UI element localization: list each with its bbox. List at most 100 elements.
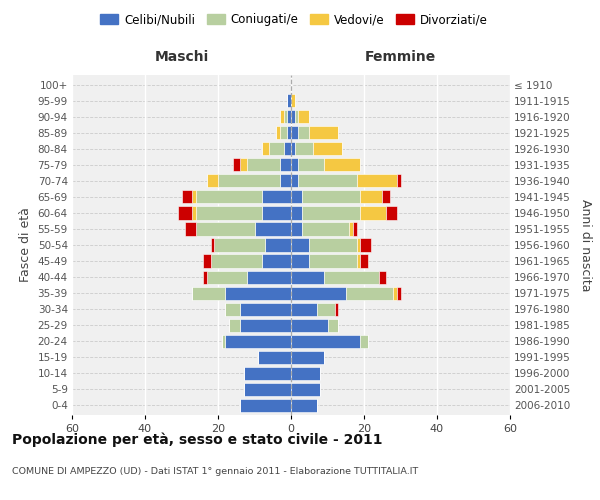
Bar bbox=[295, 142, 313, 156]
Bar bbox=[240, 158, 247, 172]
Bar bbox=[269, 142, 284, 156]
Bar bbox=[328, 318, 338, 332]
Bar bbox=[302, 222, 349, 235]
Bar bbox=[291, 190, 302, 203]
Bar bbox=[211, 238, 214, 252]
Bar bbox=[291, 222, 302, 235]
Bar bbox=[207, 270, 247, 283]
Bar bbox=[196, 206, 262, 220]
Bar bbox=[185, 222, 196, 235]
Bar bbox=[291, 94, 295, 107]
Bar bbox=[262, 254, 291, 268]
Bar bbox=[207, 174, 218, 188]
Bar bbox=[298, 174, 357, 188]
Bar bbox=[254, 222, 291, 235]
Bar bbox=[356, 174, 397, 188]
Bar bbox=[218, 174, 280, 188]
Text: Femmine: Femmine bbox=[365, 50, 436, 64]
Bar bbox=[226, 334, 291, 348]
Bar bbox=[298, 110, 309, 124]
Bar bbox=[379, 270, 386, 283]
Bar bbox=[291, 158, 298, 172]
Bar bbox=[353, 222, 356, 235]
Bar bbox=[291, 383, 320, 396]
Bar bbox=[258, 350, 291, 364]
Bar bbox=[226, 286, 291, 300]
Bar bbox=[233, 158, 240, 172]
Bar bbox=[295, 110, 298, 124]
Bar bbox=[196, 190, 262, 203]
Bar bbox=[317, 302, 335, 316]
Bar bbox=[386, 206, 397, 220]
Bar bbox=[302, 190, 361, 203]
Bar bbox=[393, 286, 397, 300]
Bar bbox=[291, 238, 309, 252]
Bar bbox=[291, 206, 302, 220]
Bar bbox=[196, 222, 254, 235]
Bar bbox=[178, 206, 193, 220]
Bar bbox=[280, 110, 284, 124]
Bar bbox=[193, 286, 226, 300]
Bar bbox=[284, 110, 287, 124]
Bar bbox=[291, 270, 324, 283]
Bar bbox=[313, 142, 342, 156]
Bar bbox=[247, 270, 291, 283]
Bar bbox=[229, 318, 240, 332]
Bar bbox=[193, 206, 196, 220]
Bar bbox=[309, 126, 338, 140]
Bar bbox=[291, 110, 295, 124]
Bar bbox=[291, 366, 320, 380]
Bar bbox=[291, 142, 295, 156]
Bar bbox=[287, 110, 291, 124]
Bar bbox=[291, 174, 298, 188]
Bar bbox=[262, 206, 291, 220]
Bar bbox=[361, 238, 371, 252]
Bar bbox=[298, 158, 324, 172]
Bar bbox=[265, 238, 291, 252]
Bar bbox=[356, 238, 361, 252]
Bar bbox=[291, 399, 317, 412]
Bar bbox=[361, 254, 368, 268]
Bar bbox=[346, 286, 393, 300]
Bar bbox=[309, 238, 356, 252]
Bar bbox=[361, 206, 386, 220]
Bar bbox=[291, 334, 361, 348]
Bar bbox=[397, 174, 401, 188]
Bar bbox=[349, 222, 353, 235]
Bar bbox=[280, 174, 291, 188]
Y-axis label: Anni di nascita: Anni di nascita bbox=[579, 198, 592, 291]
Text: Popolazione per età, sesso e stato civile - 2011: Popolazione per età, sesso e stato civil… bbox=[12, 432, 383, 447]
Bar bbox=[291, 302, 317, 316]
Y-axis label: Fasce di età: Fasce di età bbox=[19, 208, 32, 282]
Bar bbox=[397, 286, 401, 300]
Bar bbox=[291, 254, 309, 268]
Bar bbox=[291, 350, 324, 364]
Bar bbox=[324, 270, 379, 283]
Bar bbox=[262, 190, 291, 203]
Bar bbox=[291, 126, 298, 140]
Bar bbox=[247, 158, 280, 172]
Bar bbox=[221, 334, 226, 348]
Bar bbox=[182, 190, 193, 203]
Bar bbox=[361, 334, 368, 348]
Bar bbox=[240, 318, 291, 332]
Bar bbox=[226, 302, 240, 316]
Bar bbox=[291, 318, 328, 332]
Bar bbox=[309, 254, 356, 268]
Bar bbox=[203, 270, 207, 283]
Bar bbox=[277, 126, 280, 140]
Bar bbox=[262, 142, 269, 156]
Bar bbox=[361, 190, 382, 203]
Bar bbox=[240, 302, 291, 316]
Bar bbox=[211, 254, 262, 268]
Bar bbox=[240, 399, 291, 412]
Bar bbox=[291, 286, 346, 300]
Bar bbox=[382, 190, 389, 203]
Bar bbox=[203, 254, 211, 268]
Bar bbox=[287, 126, 291, 140]
Bar bbox=[302, 206, 361, 220]
Bar bbox=[356, 254, 361, 268]
Bar bbox=[324, 158, 361, 172]
Bar bbox=[244, 366, 291, 380]
Legend: Celibi/Nubili, Coniugati/e, Vedovi/e, Divorziati/e: Celibi/Nubili, Coniugati/e, Vedovi/e, Di… bbox=[95, 8, 493, 31]
